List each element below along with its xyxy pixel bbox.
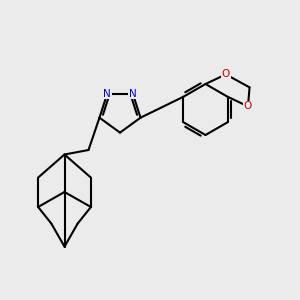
- Text: N: N: [103, 88, 111, 98]
- Text: O: O: [244, 101, 252, 111]
- Text: O: O: [222, 69, 230, 80]
- Text: N: N: [129, 88, 136, 98]
